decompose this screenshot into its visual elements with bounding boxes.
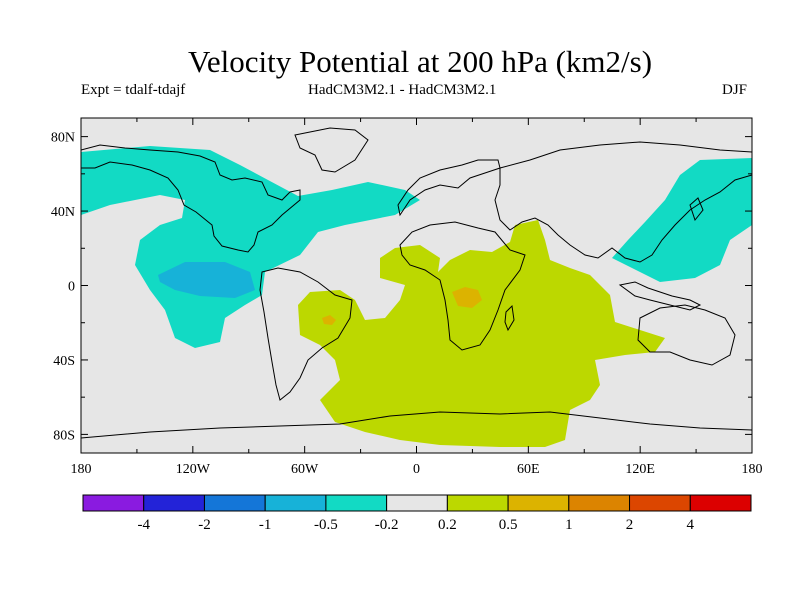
contour-neg-atlantic: [81, 146, 420, 348]
lon-label: 180: [71, 462, 92, 477]
colorbar-swatch: [325, 494, 388, 512]
colorbar-swatch: [629, 494, 691, 512]
colorbar-label: -2: [198, 517, 211, 533]
experiment-label: Expt = tdalf-tdajf: [81, 82, 186, 98]
colorbar-label: -0.5: [314, 517, 338, 533]
coastline-antarctica: [81, 411, 752, 439]
coastline-europe: [397, 159, 501, 217]
lon-label: 0: [413, 462, 420, 477]
contour-neg-east-asia: [612, 158, 752, 282]
lon-label: 120W: [176, 462, 211, 477]
colorbar-swatch: [568, 494, 631, 512]
contour-pos-main: [298, 220, 665, 447]
colorbar-label: 1: [565, 517, 573, 533]
coastline-japan: [689, 197, 704, 222]
lon-label: 120E: [625, 462, 655, 477]
coastline-maritime-continent: [618, 281, 702, 311]
coastlines: [81, 127, 752, 439]
lat-label: 80N: [51, 131, 75, 146]
season-label: DJF: [722, 82, 748, 98]
contour-neg-pacific-core: [158, 262, 255, 298]
colorbar-swatch: [82, 494, 145, 512]
model-label: HadCM3M2.1 - HadCM3M2.1: [308, 82, 497, 98]
lat-label: 80S: [53, 428, 75, 443]
coastline-australia: [637, 304, 736, 366]
latitude-labels: 80N 40N 0 40S 80S: [51, 131, 75, 444]
colorbar-swatch: [689, 494, 752, 512]
lat-label: 0: [68, 280, 75, 295]
coastline-south-america: [259, 267, 353, 401]
colorbar-label: 4: [687, 517, 695, 533]
contour-fields: [81, 146, 752, 447]
plot-title: Velocity Potential at 200 hPa (km2/s): [187, 44, 653, 79]
colorbar-swatch: [143, 494, 205, 512]
lat-label: 40S: [53, 354, 75, 369]
colorbar-label: -0.2: [375, 517, 399, 533]
colorbar-label: -1: [259, 517, 272, 533]
lat-label: 40N: [51, 205, 75, 220]
colorbar-label: 0.2: [438, 517, 457, 533]
longitude-labels: 180 120W 60W 0 60E 120E 180: [71, 462, 763, 477]
colorbar: [82, 494, 752, 512]
lon-label: 180: [742, 462, 763, 477]
colorbar-label: 0.5: [499, 517, 518, 533]
contour-pos-africa-orange: [452, 287, 482, 308]
lon-label: 60W: [291, 462, 319, 477]
colorbar-swatch: [386, 494, 448, 512]
lon-label: 60E: [517, 462, 540, 477]
colorbar-swatch: [264, 494, 327, 512]
coastline-asia: [494, 141, 752, 263]
coastline-africa: [399, 221, 526, 351]
coastline-madagascar: [504, 304, 515, 332]
colorbar-swatch: [507, 494, 570, 512]
colorbar-label: 2: [626, 517, 634, 533]
axis-ticks: [80, 118, 753, 453]
contour-pos-sa-orange: [322, 315, 336, 325]
colorbar-label: -4: [137, 517, 150, 533]
colorbar-swatch: [203, 494, 266, 512]
coastline-greenland: [294, 127, 369, 173]
colorbar-labels: -4 -2 -1 -0.5 -0.2 0.2 0.5 1 2 4: [137, 517, 694, 533]
colorbar-swatch: [446, 494, 509, 512]
coastline-north-america: [81, 144, 301, 253]
